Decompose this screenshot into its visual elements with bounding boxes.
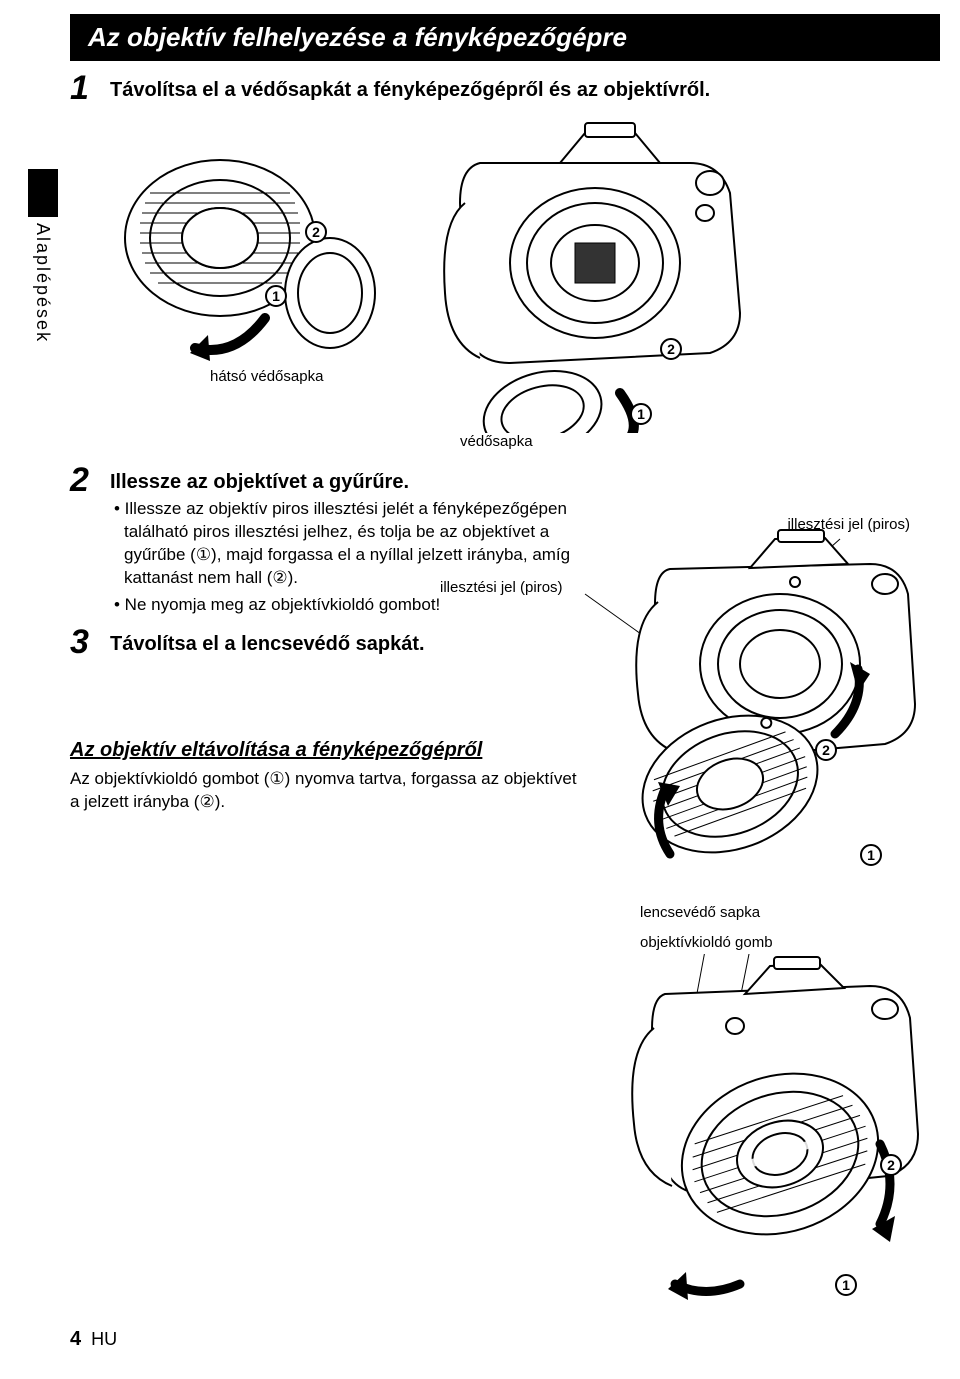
page-lang: HU: [91, 1329, 117, 1349]
page-footer: 4 HU: [70, 1328, 117, 1351]
step-1-number: 1: [70, 71, 110, 105]
circled-2-body: 2: [660, 338, 682, 360]
step-2-title: Illessze az objektívet a gyűrűre.: [110, 471, 590, 494]
circled-2-remove: 2: [880, 1154, 902, 1176]
step-3-number: 3: [70, 625, 110, 659]
section-remove-lens: Az objektív eltávolítása a fényképezőgép…: [70, 739, 590, 814]
remove-para: Az objektívkioldó gombot (①) nyomva tart…: [70, 768, 590, 814]
lens-illustration: [110, 123, 390, 403]
label-body-cap: védősapka: [460, 433, 533, 450]
label-align-top: illesztési jel (piros): [787, 516, 910, 533]
side-tab-marker: [28, 169, 58, 217]
circled-1-lens: 1: [265, 285, 287, 307]
circled-2-attach: 2: [815, 739, 837, 761]
step-2-bullet-1: • Illessze az objektív piros illesztési …: [110, 498, 590, 590]
illustration-remove: lencsevédő sapka objektívkioldó gomb: [580, 954, 930, 1334]
label-rear-cap: hátsó védősapka: [210, 368, 323, 385]
remove-heading: Az objektív eltávolítása a fényképezőgép…: [70, 739, 590, 762]
side-tab-label: Alaplépések: [28, 223, 53, 343]
remove-svg: [580, 954, 930, 1334]
step-2-number: 2: [70, 463, 110, 497]
label-release-button: objektívkioldó gomb: [640, 934, 773, 951]
illustration-attach: illesztési jel (piros) illesztési jel (p…: [580, 524, 930, 904]
circled-1-remove: 1: [835, 1274, 857, 1296]
label-align-left: illesztési jel (piros): [440, 579, 563, 596]
step-1: 1 Távolítsa el a védősapkát a fényképező…: [70, 71, 930, 105]
page-number: 4: [70, 1328, 81, 1350]
page-title-banner: Az objektív felhelyezése a fényképezőgép…: [70, 14, 940, 61]
circled-2-lens: 2: [305, 221, 327, 243]
camera-body-illustration: [410, 113, 770, 433]
step-1-title: Távolítsa el a védősapkát a fényképezőgé…: [110, 79, 930, 102]
circled-1-attach: 1: [860, 844, 882, 866]
circled-1-body: 1: [630, 403, 652, 425]
step-3-title: Távolítsa el a lencsevédő sapkát.: [110, 633, 590, 656]
step-3: 3 Távolítsa el a lencsevédő sapkát.: [70, 625, 590, 659]
side-tab: Alaplépések: [28, 169, 58, 449]
label-lens-cap: lencsevédő sapka: [640, 904, 760, 921]
step-2-bullet-2: • Ne nyomja meg az objektívkioldó gombot…: [110, 594, 590, 617]
illustration-row-1: 2 1 hátsó védősapka 2: [110, 113, 930, 443]
